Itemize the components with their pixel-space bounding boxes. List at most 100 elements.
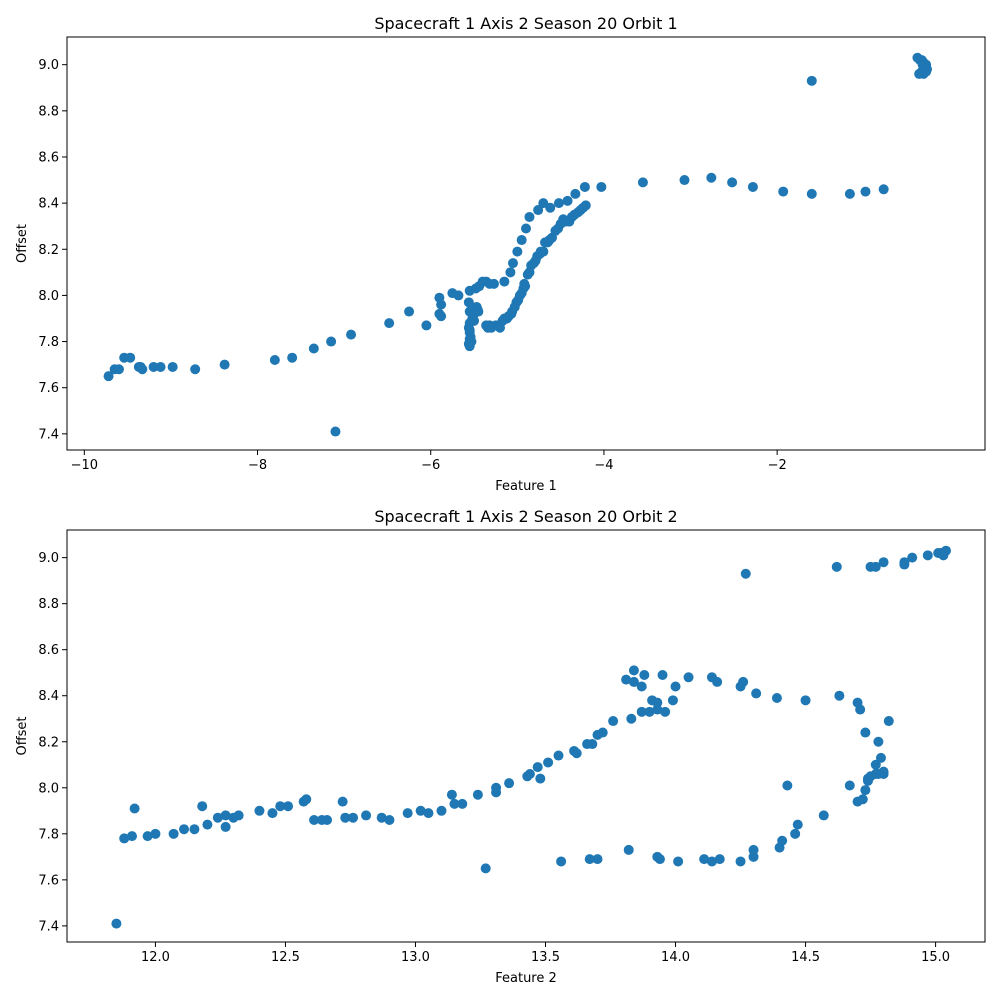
scatter-point	[463, 297, 474, 308]
scatter-point	[660, 706, 671, 717]
x-tick-label: −6	[421, 458, 440, 473]
scatter-point	[309, 815, 320, 826]
scatter-point	[667, 695, 678, 706]
scatter-point	[683, 672, 694, 683]
scatter-point	[652, 697, 663, 708]
scatter-point	[860, 727, 871, 738]
scatter-point	[597, 727, 608, 738]
y-tick-label: 8.6	[38, 643, 59, 658]
x-tick-label: −8	[248, 458, 267, 473]
scatter-point	[524, 768, 535, 779]
scatter-point	[706, 172, 717, 183]
scatter-point	[771, 693, 782, 704]
scatter-point	[899, 559, 910, 570]
y-tick-label: 7.4	[38, 919, 59, 934]
x-tick-label: 12.5	[271, 950, 300, 965]
scatter-point	[637, 177, 648, 188]
scatter-point	[129, 803, 140, 814]
y-tick-label: 9.0	[38, 58, 59, 73]
chart-title: Spacecraft 1 Axis 2 Season 20 Orbit 2	[374, 507, 677, 526]
y-tick-label: 8.8	[38, 597, 59, 612]
scatter-point	[727, 177, 738, 188]
scatter-point	[449, 798, 460, 809]
y-tick-label: 8.8	[38, 104, 59, 119]
scatter-point	[415, 805, 426, 816]
scatter-point	[751, 688, 762, 699]
scatter-point	[621, 674, 632, 685]
scatter-point	[516, 235, 527, 246]
scatter-point	[834, 690, 845, 701]
chart-title: Spacecraft 1 Axis 2 Season 20 Orbit 1	[374, 14, 677, 33]
scatter-point	[870, 759, 881, 770]
scatter-point	[472, 789, 483, 800]
scatter-point	[747, 181, 758, 192]
scatter-plot-orbit-1: −10 −8 −6 −4 −2 7.4 7.6 7.8 8.0 8.2 8.4 8.6 8.8 9.0 Sp…	[15, 14, 986, 494]
y-axis-label: Offset	[15, 224, 30, 263]
scatter-point	[402, 808, 413, 819]
scatter-point	[346, 329, 357, 340]
scatter-point	[915, 55, 926, 66]
y-tick-label: 9.0	[38, 551, 59, 566]
scatter-point	[740, 568, 751, 579]
scatter-point	[714, 854, 725, 865]
scatter-point	[878, 184, 889, 195]
y-tick-label: 7.4	[38, 427, 59, 442]
scatter-point	[340, 812, 351, 823]
scatter-point	[628, 676, 639, 687]
scatter-point	[113, 364, 124, 375]
scatter-point	[155, 361, 166, 372]
scatter-point	[453, 290, 464, 301]
x-tick-label: 13.5	[531, 950, 560, 965]
scatter-point	[873, 736, 884, 747]
scatter-point	[103, 371, 114, 382]
scatter-point	[790, 828, 801, 839]
scatter-point	[233, 810, 244, 821]
axes-frame	[66, 529, 986, 943]
y-tick-label: 8.2	[38, 243, 59, 258]
scatter-point	[570, 188, 581, 199]
scatter-point	[628, 665, 639, 676]
scatter-point	[543, 757, 554, 768]
scatter-point	[202, 819, 213, 830]
scatter-point	[806, 188, 817, 199]
scatter-point	[818, 810, 829, 821]
x-tick-label: 14.5	[791, 950, 820, 965]
scatter-point	[269, 355, 280, 366]
y-tick-label: 8.2	[38, 735, 59, 750]
x-tick-label: −4	[594, 458, 613, 473]
scatter-point	[806, 75, 817, 86]
scatter-point	[636, 681, 647, 692]
scatter-point	[860, 785, 871, 796]
y-tick-label: 8.6	[38, 150, 59, 165]
scatter-point	[254, 805, 265, 816]
scatter-point	[533, 205, 544, 216]
scatter-point	[857, 794, 868, 805]
scatter-point	[844, 188, 855, 199]
scatter-point	[654, 854, 665, 865]
scatter-point	[639, 670, 650, 681]
scatter-point	[553, 198, 564, 209]
scatter-point	[505, 267, 516, 278]
scatter-point	[436, 311, 447, 322]
scatter-point	[189, 824, 200, 835]
scatter-point	[878, 766, 889, 777]
scatter-point	[524, 211, 535, 222]
scatter-point	[197, 801, 208, 812]
scatter-point	[748, 844, 759, 855]
scatter-point	[587, 739, 598, 750]
scatter-point	[782, 780, 793, 791]
scatter-point	[657, 670, 668, 681]
scatter-point	[679, 175, 690, 186]
scatter-point	[636, 706, 647, 717]
scatter-point	[512, 246, 523, 257]
scatter-point	[535, 773, 546, 784]
scatter-point	[287, 352, 298, 363]
scatter-point	[148, 361, 159, 372]
scatter-point	[508, 258, 519, 269]
scatter-point	[922, 550, 933, 561]
scatter-point	[436, 299, 447, 310]
scatter-point	[883, 716, 894, 727]
scatter-point	[608, 716, 619, 727]
scatter-point	[738, 676, 749, 687]
